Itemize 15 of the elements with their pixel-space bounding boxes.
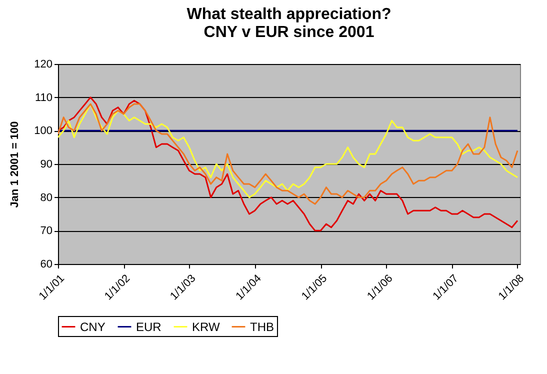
y-tick-label: 60 (40, 258, 52, 270)
y-tick-label: 90 (40, 158, 52, 170)
line-series (58, 96, 518, 232)
legend-label: EUR (136, 320, 162, 334)
y-tick-label: 120 (34, 58, 52, 70)
y-tick-label: 100 (34, 125, 52, 138)
chart-subtitle: CNY v EUR since 2001 (204, 24, 374, 41)
chart-title: What stealth appreciation? (186, 6, 392, 23)
y-tick-label: 110 (34, 92, 52, 104)
legend-label: THB (250, 320, 274, 334)
legend-label: CNY (80, 320, 106, 334)
y-tick-label: 80 (40, 192, 52, 204)
y-tick-label: 70 (40, 225, 52, 238)
legend-label: KRW (192, 320, 220, 334)
y-axis-title: Jan 1 2001 = 100 (9, 121, 22, 208)
